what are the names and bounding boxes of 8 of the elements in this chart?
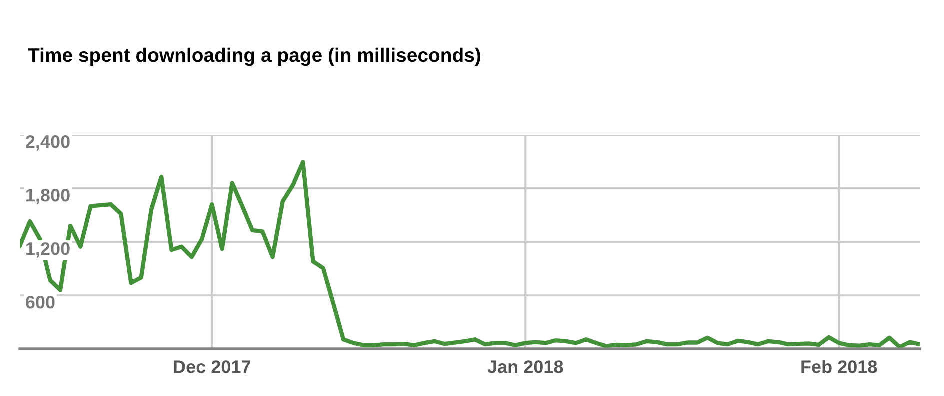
x-tick-label: Jan 2018 xyxy=(488,360,564,374)
x-tick-label: Dec 2017 xyxy=(174,360,250,374)
y-tick-label: 1,200 xyxy=(26,242,70,258)
y-tick-label: 2,400 xyxy=(26,135,70,151)
x-tick-label: Feb 2018 xyxy=(802,360,878,374)
y-tick-label: 1,800 xyxy=(26,188,70,204)
y-tick-label: 600 xyxy=(26,296,55,309)
chart-title: Time spent downloading a page (in milliseconds) xyxy=(28,48,480,66)
